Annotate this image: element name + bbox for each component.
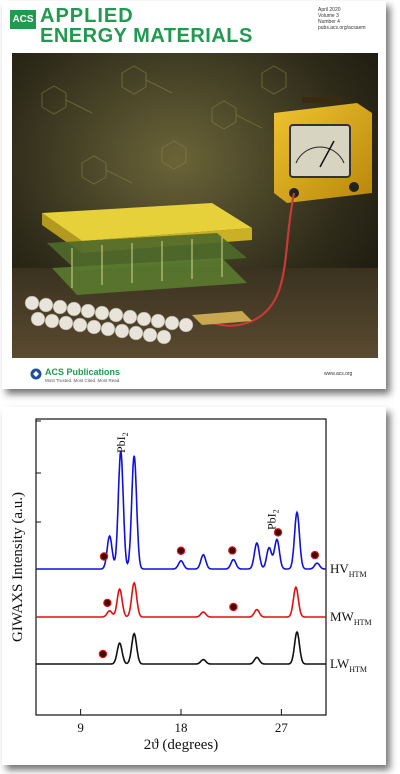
cover-illustration <box>12 53 378 358</box>
cover-header: ACS APPLIED ENERGY MATERIALS April 2020 … <box>2 1 386 49</box>
series-line-HV <box>36 450 326 570</box>
voltmeter-illustration <box>274 97 372 203</box>
x-axis-label: 2ϑ (degrees) <box>144 737 218 753</box>
sphere-layer-illustration <box>24 295 194 345</box>
cover-footer: ACS Publications Most Trusted. Most Cite… <box>2 361 386 389</box>
x-tick-label: 27 <box>275 720 289 735</box>
device-stack-illustration <box>42 203 252 295</box>
peak-marker-HV-0 <box>99 552 109 561</box>
annotation-subscript: 2 <box>271 509 280 513</box>
acs-url: www.acs.org <box>324 371 353 377</box>
issue-site: pubs.acs.org/acsaem <box>318 25 366 31</box>
peak-marker-HV-2 <box>228 546 237 555</box>
x-tick-label: 18 <box>175 720 188 735</box>
series-line-LW <box>36 630 326 665</box>
peak-marker-HV-3 <box>273 528 283 537</box>
peak-marker-HV-1 <box>176 546 186 555</box>
series-group: HVHTM MWHTM LWHTM <box>36 450 372 674</box>
y-axis-label: GIWAXS Intensity (a.u.) <box>10 492 26 642</box>
giwaxs-chart: 9 18 27 HVHTM MWHTM LWHTM PbI2 PbI2 GIWAXS In… <box>10 418 372 753</box>
annotation-subscript: 2 <box>121 432 130 436</box>
journal-cover: ACS APPLIED ENERGY MATERIALS April 2020 … <box>2 1 386 389</box>
giwaxs-chart-panel: 9 18 27 HVHTM MWHTM LWHTM PbI2 PbI2 GIWAXS In… <box>2 407 386 765</box>
issue-volume: Volume 3 <box>318 13 339 19</box>
publisher-name: ACS Publications <box>45 367 121 377</box>
annotation-pbi2: PbI2 <box>114 432 130 453</box>
journal-title-line2: ENERGY MATERIALS <box>40 25 253 47</box>
publisher-tagline: Most Trusted. Most Cited. Most Read. <box>45 378 121 383</box>
peak-marker-LW-0 <box>98 649 108 659</box>
series-label-HV: HVHTM <box>330 561 367 579</box>
x-axis-ticks: 9 18 27 <box>77 709 288 735</box>
electrode-illustration <box>192 311 252 325</box>
y-tick-marks <box>36 420 41 665</box>
journal-title-line1: APPLIED <box>40 5 134 27</box>
issue-info: April 2020 Volume 3 Number 4 pubs.acs.or… <box>318 7 366 31</box>
acs-publications-icon <box>30 368 42 380</box>
issue-number: Number 4 <box>318 19 340 25</box>
cover-artwork <box>12 53 378 358</box>
annotations: PbI2 PbI2 <box>114 432 281 530</box>
acs-logo-box: ACS <box>10 10 36 29</box>
series-label-LW: LWHTM <box>330 656 367 674</box>
peak-marker-MW-1 <box>229 602 238 612</box>
annotation-pbi2: PbI2 <box>264 509 280 530</box>
wire-illustration <box>211 192 296 327</box>
series-label-MW: MWHTM <box>330 609 372 627</box>
peak-marker-MW-0 <box>103 598 112 608</box>
series-line-MW <box>36 581 326 618</box>
series-label-subscript: HTM <box>349 665 367 674</box>
x-tick-label: 9 <box>77 720 84 735</box>
issue-date: April 2020 <box>318 7 341 13</box>
series-label-subscript: HTM <box>349 570 367 579</box>
peak-marker-HV-4 <box>310 550 320 560</box>
molecule-drawings <box>41 65 287 185</box>
series-label-subscript: HTM <box>354 618 372 627</box>
